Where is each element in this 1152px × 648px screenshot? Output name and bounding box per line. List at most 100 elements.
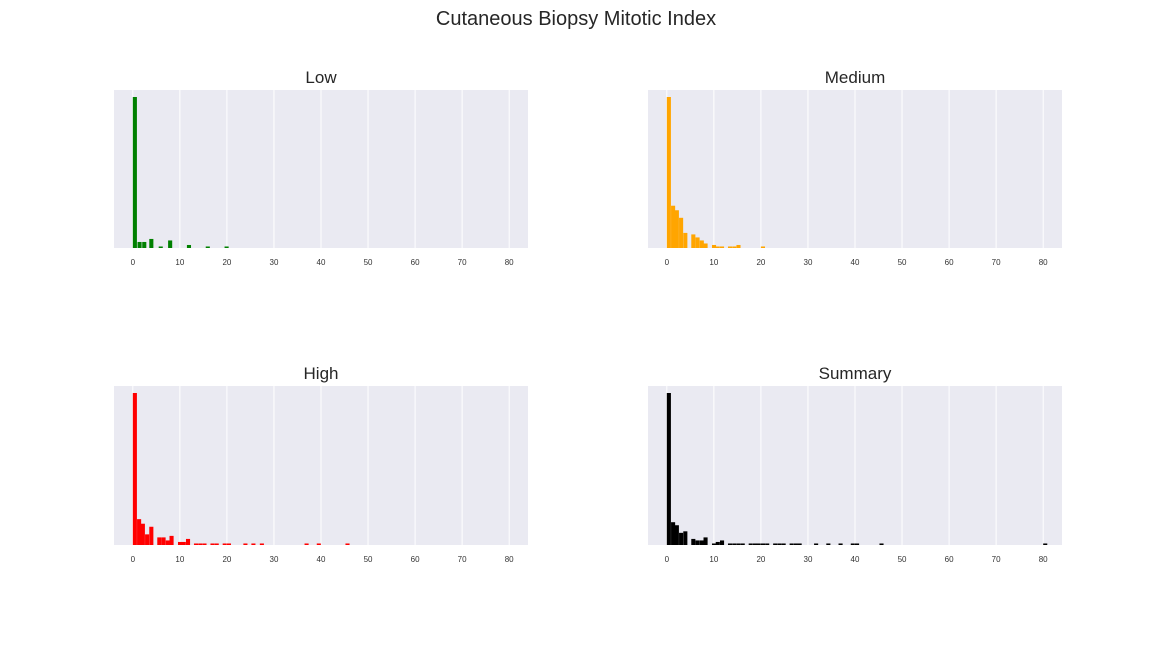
x-tick-label: 40 xyxy=(851,555,860,564)
histogram-bar xyxy=(793,543,798,545)
x-tick-label: 30 xyxy=(804,555,813,564)
histogram-bar xyxy=(140,523,145,545)
histogram-bar xyxy=(748,543,753,545)
x-tick-label: 80 xyxy=(505,555,514,564)
histogram-bar xyxy=(683,232,688,248)
histogram-bar xyxy=(304,543,309,545)
panel-high: 0 10 20 30 40 50 60 70 80 High xyxy=(114,364,528,564)
histogram-bar xyxy=(756,543,761,545)
panel-title: Medium xyxy=(825,68,885,87)
x-tick-label: 30 xyxy=(270,258,279,267)
x-tick-label: 50 xyxy=(898,555,907,564)
histogram-bar xyxy=(719,246,725,248)
histogram-bar xyxy=(691,234,696,248)
histogram-bar xyxy=(316,543,321,545)
histogram-bar xyxy=(259,543,264,545)
histogram-bar xyxy=(740,543,745,545)
histogram-bar xyxy=(158,246,163,248)
histogram-bar xyxy=(691,538,696,545)
histogram-bar xyxy=(674,210,679,248)
histogram-bar xyxy=(789,543,794,545)
histogram-bar xyxy=(226,543,232,545)
x-tick-label: 70 xyxy=(458,555,467,564)
x-tick-label: 10 xyxy=(709,555,718,564)
panel-low: 0 10 20 30 40 50 60 70 80 Low xyxy=(114,68,528,267)
x-tick-label: 10 xyxy=(709,258,718,267)
histogram-bar xyxy=(205,246,210,248)
histogram-bar xyxy=(760,543,766,545)
panel-title: High xyxy=(304,364,339,383)
x-tick-label: 0 xyxy=(665,258,670,267)
histogram-bar xyxy=(202,543,207,545)
histogram-bar xyxy=(777,543,782,545)
histogram-bar xyxy=(699,240,704,248)
histogram-bar xyxy=(727,543,733,545)
histogram-bar xyxy=(165,540,170,545)
histogram-bar xyxy=(137,241,142,248)
x-tick-label: 40 xyxy=(317,258,326,267)
histogram-bar xyxy=(222,543,227,545)
x-tick-label: 20 xyxy=(222,258,231,267)
page-title: Cutaneous Biopsy Mitotic Index xyxy=(435,8,717,30)
x-tick-label: 0 xyxy=(131,555,136,564)
histogram-bar xyxy=(666,97,671,248)
x-tick-label: 30 xyxy=(270,555,279,564)
histogram-bar xyxy=(149,238,154,248)
histogram-bar xyxy=(169,535,174,545)
histogram-bar xyxy=(850,543,855,545)
histogram-bar xyxy=(695,237,700,248)
x-tick-label: 70 xyxy=(992,555,1001,564)
histogram-bar xyxy=(157,537,162,545)
histogram-bar xyxy=(185,538,191,545)
x-tick-label: 0 xyxy=(131,258,136,267)
x-tick-label: 70 xyxy=(992,258,1001,267)
histogram-bar xyxy=(251,543,256,545)
panel-title: Summary xyxy=(819,364,892,383)
histogram-bar xyxy=(765,543,770,545)
histogram-bar xyxy=(814,543,819,545)
histogram-bar xyxy=(826,543,831,545)
histogram-bar xyxy=(168,240,173,248)
histogram-bar xyxy=(243,543,248,545)
histogram-bar xyxy=(732,543,737,545)
x-tick-label: 60 xyxy=(411,258,420,267)
panel-medium: 0 10 20 30 40 50 60 70 80 Medium xyxy=(648,68,1062,267)
histogram-bar xyxy=(181,541,186,545)
histogram-bar xyxy=(703,537,708,545)
histogram-bar xyxy=(145,534,150,545)
histogram-bar xyxy=(679,532,684,545)
x-tick-label: 60 xyxy=(945,555,954,564)
x-tick-label: 0 xyxy=(665,555,670,564)
histogram-bar xyxy=(210,543,215,545)
x-tick-label: 80 xyxy=(1039,258,1048,267)
histogram-bar xyxy=(137,519,142,545)
histogram-bar xyxy=(1043,543,1048,545)
x-tick-label: 20 xyxy=(756,258,765,267)
histogram-bar xyxy=(727,246,733,248)
histogram-bar xyxy=(719,540,725,545)
histogram-bar xyxy=(186,244,192,248)
histogram-bar xyxy=(695,540,700,545)
histogram-bar xyxy=(214,543,219,545)
histogram-bar xyxy=(703,243,708,248)
histogram-bar xyxy=(711,543,717,545)
histogram-bar xyxy=(193,543,199,545)
histogram-bar xyxy=(773,543,778,545)
histogram-bar xyxy=(715,541,720,545)
histogram-bar xyxy=(149,526,154,545)
histogram-bar xyxy=(132,393,137,545)
x-tick-label: 70 xyxy=(458,258,467,267)
histogram-bar xyxy=(671,205,676,248)
x-tick-label: 10 xyxy=(175,555,184,564)
histogram-bar xyxy=(674,525,679,545)
histogram-bar xyxy=(838,543,843,545)
histogram-bar xyxy=(797,543,802,545)
panel-title: Low xyxy=(305,68,337,87)
histogram-bar xyxy=(345,543,350,545)
histogram-bar xyxy=(683,531,688,545)
histogram-bar xyxy=(132,97,137,248)
histogram-bar xyxy=(224,246,229,248)
histogram-bar xyxy=(177,541,183,545)
histogram-bar xyxy=(142,241,147,248)
x-tick-label: 20 xyxy=(222,555,231,564)
